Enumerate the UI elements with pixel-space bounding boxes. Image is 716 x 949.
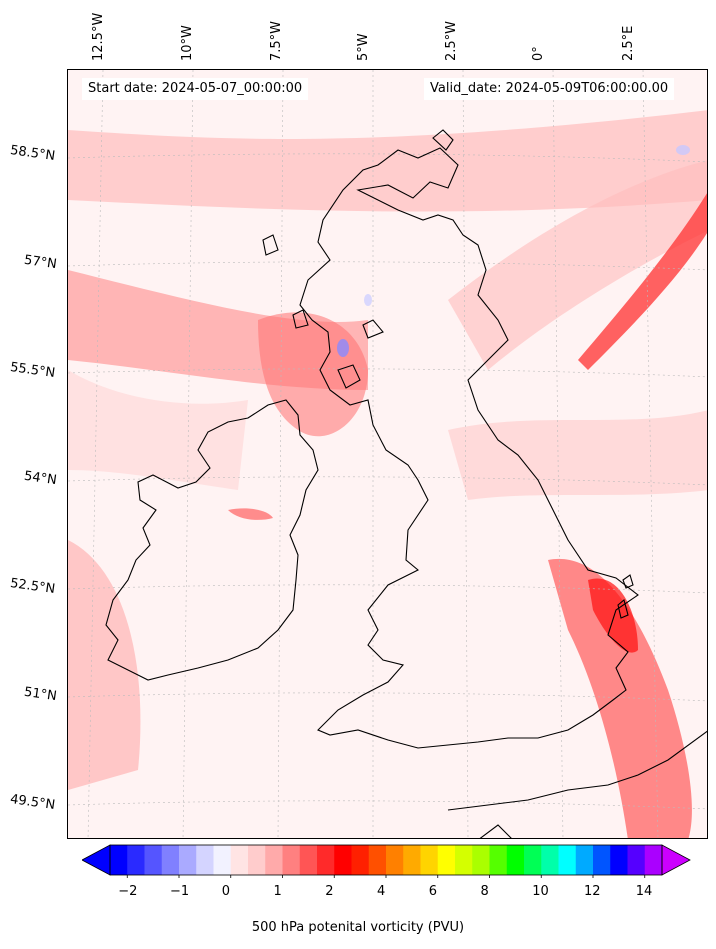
colorbar-tick-label: 12 (584, 884, 601, 899)
lon-label-5w: 5°W (356, 33, 371, 61)
colorbar-cell (524, 845, 542, 875)
colorbar-cell (455, 845, 473, 875)
colorbar-tick-label: 14 (635, 884, 653, 899)
lat-label-57n: 57°N (23, 252, 58, 273)
lat-label-49-5n: 49.5°N (9, 791, 56, 814)
colorbar-tick-label: −2 (118, 884, 138, 899)
pv-field-map (68, 70, 707, 838)
colorbar-cell (437, 845, 456, 875)
colorbar-cell (299, 845, 318, 875)
colorbar-cell (351, 845, 370, 875)
colorbar-cell (541, 845, 559, 875)
colorbar-cell (472, 845, 490, 875)
colorbar-cell (110, 845, 128, 875)
lat-label-52-5n: 52.5°N (9, 575, 56, 598)
colorbar-tick-label: 4 (377, 884, 386, 899)
colorbar-cell (179, 845, 197, 875)
colorbar-tick-label: 0 (221, 884, 231, 899)
start-date-label: Start date: 2024-05-07_00:00:00 (82, 78, 309, 100)
colorbar-cell (593, 845, 611, 875)
colorbar-cell (196, 845, 214, 875)
colorbar-cell (334, 845, 352, 875)
colorbar-cell (282, 845, 301, 875)
colorbar-cell (506, 845, 525, 875)
lon-label-0: 0° (531, 46, 546, 61)
colorbar-label: 500 hPa potenital vorticity (PVU) (251, 920, 465, 935)
lon-label-2-5w: 2.5°W (444, 20, 459, 61)
colorbar-cell (644, 845, 663, 875)
lat-label-58-5n: 58.5°N (9, 142, 56, 165)
colorbar-cell (489, 845, 508, 875)
map-panel (67, 69, 708, 839)
colorbar-cell (213, 845, 232, 875)
colorbar-cell (265, 845, 283, 875)
lon-label-10w: 10°W (180, 25, 195, 61)
coastlines (105, 129, 707, 838)
colorbar-tick-marks (126, 875, 646, 878)
colorbar-cell (558, 845, 577, 875)
lon-label-2-5e: 2.5°E (621, 25, 636, 61)
colorbar-tick-label: 1 (273, 884, 282, 899)
lat-label-54n: 54°N (23, 468, 58, 489)
colorbar (82, 844, 691, 878)
colorbar-tick-label: 2 (325, 884, 334, 899)
colorbar-cell (248, 845, 266, 875)
colorbar-min-extension (82, 844, 111, 876)
colorbar-cell (230, 845, 249, 875)
colorbar-tick-label: 8 (480, 884, 489, 899)
colorbar-cell (317, 845, 335, 875)
graticule (68, 70, 707, 838)
lat-label-55-5n: 55.5°N (9, 359, 56, 382)
pv-shading (68, 110, 707, 838)
lon-label-12-5w: 12.5°W (91, 12, 106, 61)
colorbar-cell (403, 845, 421, 875)
colorbar-tick-label: 10 (532, 884, 549, 899)
colorbar-tick-label: 6 (428, 884, 438, 899)
lon-label-7-5w: 7.5°W (269, 20, 284, 61)
colorbar-cell (368, 845, 387, 875)
colorbar-max-extension (661, 844, 691, 876)
colorbar-cell (420, 845, 439, 875)
colorbar-cell (386, 845, 404, 875)
colorbar-cell (161, 845, 180, 875)
colorbar-cell (610, 845, 628, 875)
colorbar-cell (575, 845, 594, 875)
colorbar-cell (127, 845, 145, 875)
colorbar-cells (110, 845, 663, 875)
colorbar-cell (627, 845, 646, 875)
colorbar-cell (144, 845, 163, 875)
valid-date-label: Valid_date: 2024-05-09T06:00:00.00 (424, 78, 675, 100)
lat-label-51n: 51°N (23, 684, 58, 705)
colorbar-tick-label: −1 (170, 884, 190, 899)
